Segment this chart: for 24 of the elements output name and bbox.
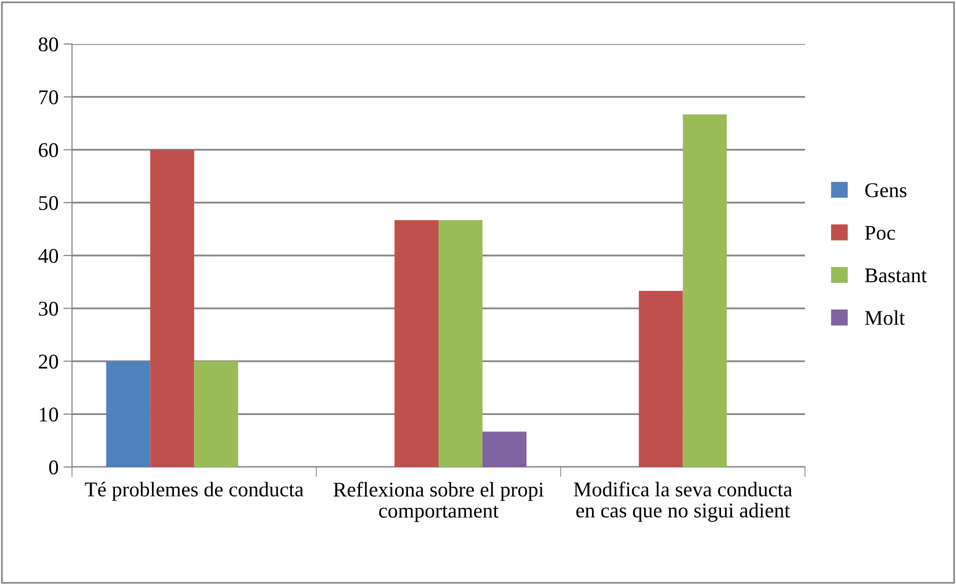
y-tick-label: 60 — [38, 143, 58, 158]
bar — [638, 290, 683, 467]
bar — [682, 114, 727, 467]
bar — [482, 432, 526, 467]
bar — [394, 220, 438, 467]
legend-label: Bastant — [865, 268, 927, 282]
y-tick-label: 40 — [38, 248, 58, 263]
x-tick-label: Modifica la seva conducta en cas que no sigui adient — [574, 482, 792, 522]
y-tick-label: 50 — [39, 196, 58, 210]
y-tick-label: 0 — [49, 460, 58, 474]
legend-label: Molt — [865, 310, 905, 325]
y-tick-label: 10 — [40, 408, 58, 422]
bar — [194, 361, 238, 467]
y-tick-label: 70 — [39, 90, 58, 104]
x-tick-label: Té problemes de conducta — [84, 482, 304, 501]
bar — [438, 220, 482, 467]
y-tick-label: 30 — [38, 302, 58, 316]
x-tick-label: Reflexiona sobre el propi comportament — [334, 482, 544, 522]
bar — [150, 150, 194, 467]
y-tick-label: 80 — [38, 37, 58, 52]
bar — [106, 361, 150, 467]
y-tick-label: 20 — [38, 354, 58, 369]
legend-label: Poc — [865, 226, 896, 240]
legend-label: Gens — [865, 183, 906, 198]
